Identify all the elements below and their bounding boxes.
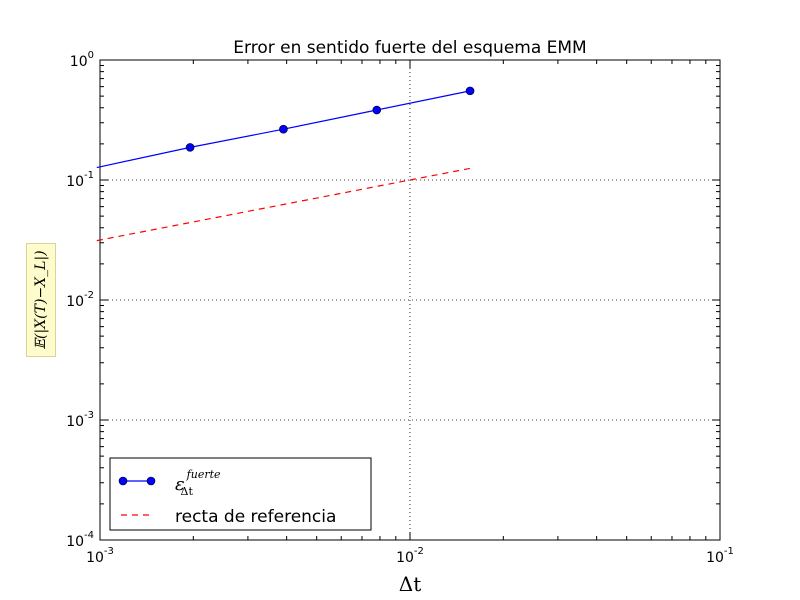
data-point xyxy=(185,143,195,152)
y-tick-label-base: 10 xyxy=(70,54,88,70)
chart-title: Error en sentido fuerte del esquema EMM xyxy=(233,38,586,58)
x-tick-label-exp: -3 xyxy=(104,546,114,557)
y-tick-label-base: 10 xyxy=(66,414,84,430)
legend-marker-series-1 xyxy=(118,476,128,486)
x-axis-label-text: Δt xyxy=(399,572,421,596)
y-tick-label: 100 xyxy=(70,50,94,70)
x-tick-label: 10-3 xyxy=(86,546,114,566)
data-point xyxy=(279,124,288,134)
x-axis-label: Δt xyxy=(399,572,421,596)
legend-label-series-2: recta de referencia xyxy=(175,507,336,527)
data-point xyxy=(372,105,382,115)
y-tick-label: 10-3 xyxy=(66,410,94,430)
legend-label-series-1-sup: fuerte xyxy=(186,468,221,481)
y-tick-label: 10-2 xyxy=(66,290,94,310)
y-tick-label-exp: -4 xyxy=(84,530,94,541)
x-tick-label-exp: -1 xyxy=(724,546,734,557)
series-line-2 xyxy=(96,167,471,242)
x-tick-label-exp: -2 xyxy=(414,546,424,557)
y-tick-label: 10-4 xyxy=(66,530,94,550)
data-point xyxy=(465,86,475,96)
y-tick-label-base: 10 xyxy=(66,294,84,310)
legend-label-series-1-main: ε xyxy=(175,474,185,495)
x-tick-label-base: 10 xyxy=(86,550,104,566)
x-tick-label-base: 10 xyxy=(396,550,414,566)
y-tick-label-exp: -3 xyxy=(84,410,94,421)
y-tick-label-base: 10 xyxy=(66,534,84,550)
series-layer xyxy=(96,86,475,242)
legend-label-series-1-sub: Δt xyxy=(181,485,194,498)
x-tick-label: 10-2 xyxy=(396,546,424,566)
y-axis-label: 𝔼(|X(T)−X_L|) xyxy=(33,250,49,350)
grid xyxy=(100,60,720,540)
y-tick-label-exp: -1 xyxy=(84,170,94,181)
x-tick-label: 10-1 xyxy=(706,546,734,566)
y-tick-label-exp: 0 xyxy=(88,50,94,61)
legend-marker-series-1b xyxy=(146,476,156,486)
y-axis-label-box: 𝔼(|X(T)−X_L|) xyxy=(26,243,56,357)
y-tick-label-exp: -2 xyxy=(84,290,94,301)
legend: ε fuerte Δt recta de referencia xyxy=(109,457,372,531)
legend-box xyxy=(109,457,372,531)
y-tick-label: 10-1 xyxy=(66,170,94,190)
x-tick-label-base: 10 xyxy=(706,550,724,566)
y-tick-label-base: 10 xyxy=(66,174,84,190)
legend-label-series-1: ε fuerte Δt xyxy=(175,468,221,498)
